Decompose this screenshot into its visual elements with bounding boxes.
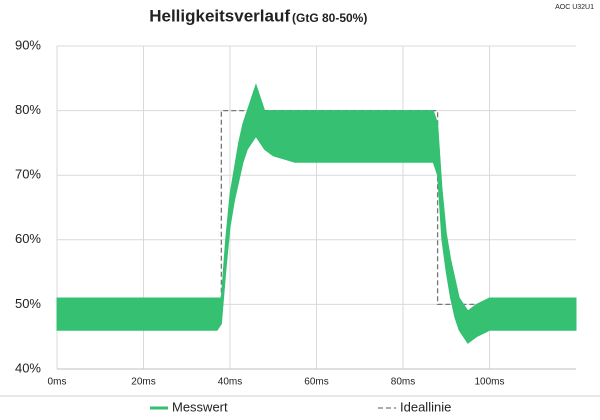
y-tick-label: 60% xyxy=(15,231,41,246)
y-tick-label: 90% xyxy=(15,37,41,52)
x-tick-label: 40ms xyxy=(218,377,242,388)
x-tick-label: 20ms xyxy=(131,377,155,388)
x-tick-label: 80ms xyxy=(391,377,415,388)
y-tick-label: 40% xyxy=(15,360,41,375)
y-tick-label: 70% xyxy=(15,167,41,182)
chart-title: Helligkeitsverlauf xyxy=(149,6,290,25)
annotation: AOC U32U1 xyxy=(555,4,594,11)
y-tick-label: 80% xyxy=(15,102,41,117)
chart-subtitle: (GtG 80-50%) xyxy=(292,11,367,25)
measurement-band xyxy=(56,83,577,344)
legend-label: Ideallinie xyxy=(400,399,451,414)
y-tick-label: 50% xyxy=(15,296,41,311)
x-tick-label: 60ms xyxy=(304,377,328,388)
legend-label: Messwert xyxy=(172,399,228,414)
x-tick-label: 0ms xyxy=(48,377,67,388)
x-tick-label: 100ms xyxy=(474,377,504,388)
